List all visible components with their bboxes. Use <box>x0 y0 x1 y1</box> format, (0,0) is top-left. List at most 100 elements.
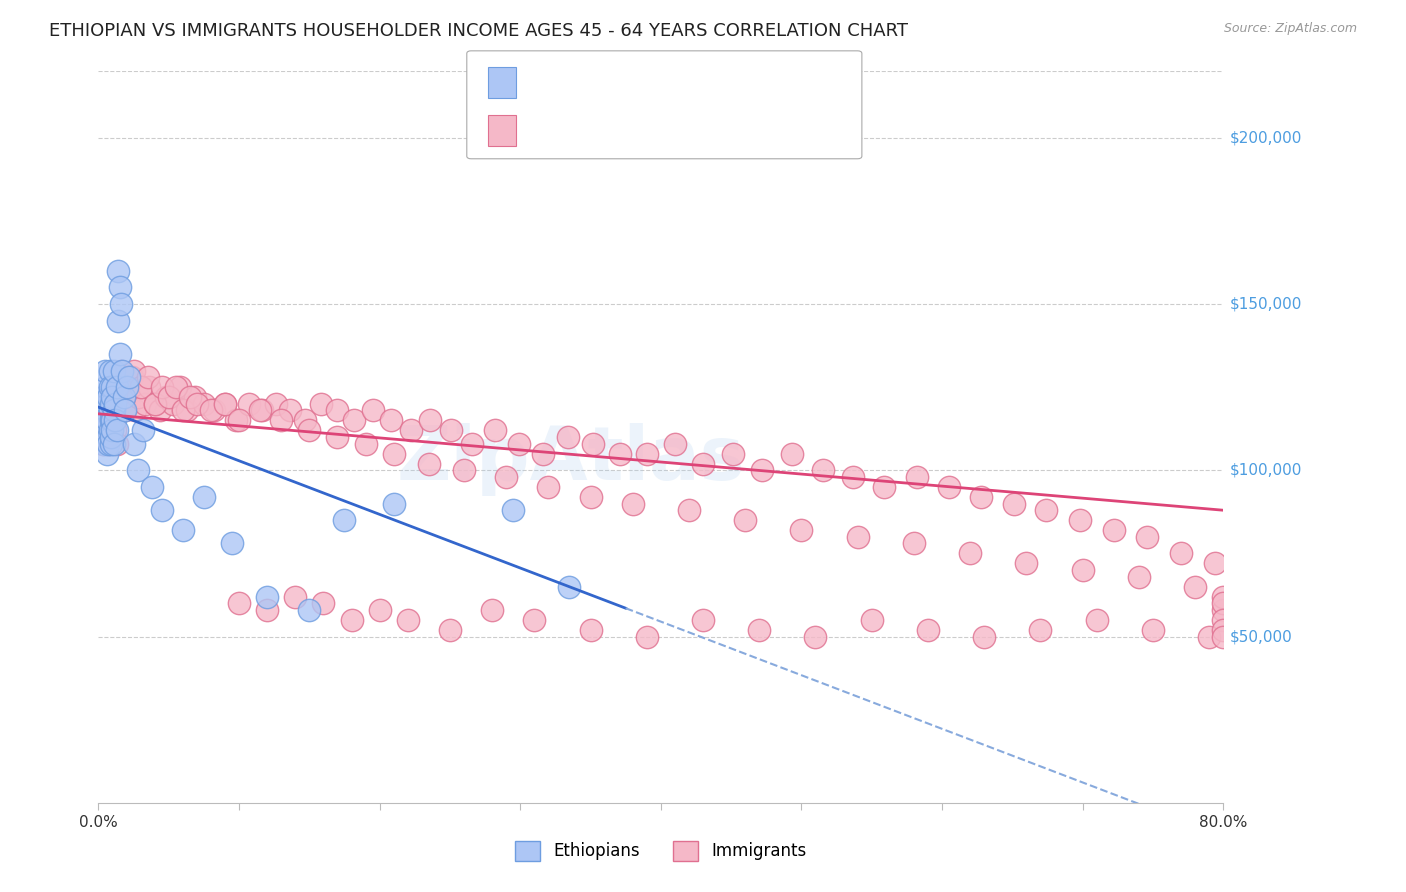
Point <box>104 424 127 438</box>
Point <box>184 390 207 404</box>
Point <box>256 590 278 604</box>
Point <box>104 413 127 427</box>
Point <box>107 264 129 278</box>
Point <box>382 447 405 461</box>
Point <box>298 603 321 617</box>
Text: -0.451: -0.451 <box>561 123 616 138</box>
Point <box>110 297 132 311</box>
Point <box>105 424 128 438</box>
Point <box>122 436 145 450</box>
Point <box>1015 557 1038 571</box>
Text: $50,000: $50,000 <box>1230 629 1292 644</box>
Point <box>100 424 122 438</box>
Point <box>678 503 700 517</box>
Text: $100,000: $100,000 <box>1230 463 1302 478</box>
Point <box>453 463 475 477</box>
Point <box>1212 630 1234 644</box>
Point <box>96 447 118 461</box>
Point <box>138 380 160 394</box>
Point <box>97 430 120 444</box>
Point <box>1136 530 1159 544</box>
Point <box>100 397 122 411</box>
Point <box>1071 563 1094 577</box>
Point <box>264 397 287 411</box>
Point <box>938 480 960 494</box>
Point <box>692 457 714 471</box>
Point <box>94 380 117 394</box>
Point <box>118 397 141 411</box>
Point <box>368 603 391 617</box>
Text: Source: ZipAtlas.com: Source: ZipAtlas.com <box>1223 22 1357 36</box>
Point <box>172 523 194 537</box>
Text: -0.293: -0.293 <box>561 75 616 90</box>
Point <box>103 380 125 394</box>
Point <box>249 403 271 417</box>
Point <box>101 424 124 438</box>
Point <box>508 436 530 450</box>
Text: ETHIOPIAN VS IMMIGRANTS HOUSEHOLDER INCOME AGES 45 - 64 YEARS CORRELATION CHART: ETHIOPIAN VS IMMIGRANTS HOUSEHOLDER INCO… <box>49 22 908 40</box>
Point <box>172 403 194 417</box>
Text: N =: N = <box>633 75 666 90</box>
Point <box>557 430 579 444</box>
Point <box>93 424 115 438</box>
Point <box>90 397 112 411</box>
Point <box>804 630 827 644</box>
Point <box>396 613 419 627</box>
Point <box>537 480 560 494</box>
Point <box>127 463 149 477</box>
Point <box>418 457 440 471</box>
Point <box>193 397 215 411</box>
Point <box>609 447 631 461</box>
Point <box>1212 596 1234 610</box>
Point <box>228 413 250 427</box>
Point <box>96 430 118 444</box>
Point <box>93 403 115 417</box>
Text: 146: 146 <box>665 123 697 138</box>
Point <box>343 413 366 427</box>
Point <box>103 363 125 377</box>
Text: R =: R = <box>527 75 561 90</box>
Point <box>256 603 278 617</box>
Point <box>107 314 129 328</box>
Point <box>96 413 118 427</box>
Point <box>228 596 250 610</box>
Point <box>340 613 363 627</box>
Point <box>461 436 484 450</box>
Point <box>101 430 124 444</box>
Point <box>193 490 215 504</box>
Text: ZipAtlas: ZipAtlas <box>396 423 745 496</box>
Point <box>1212 590 1234 604</box>
Point <box>94 420 117 434</box>
Point <box>112 390 135 404</box>
Point <box>108 380 131 394</box>
Point <box>811 463 834 477</box>
Point <box>114 403 136 417</box>
Point <box>721 447 744 461</box>
Point <box>129 380 152 394</box>
Point <box>108 280 131 294</box>
Point <box>278 403 301 417</box>
Text: $150,000: $150,000 <box>1230 297 1302 311</box>
Point <box>1035 503 1057 517</box>
Point <box>294 413 316 427</box>
Point <box>108 347 131 361</box>
Point <box>150 380 173 394</box>
Point <box>105 380 128 394</box>
Point <box>531 447 554 461</box>
Point <box>790 523 813 537</box>
Point <box>134 397 156 411</box>
Point <box>636 630 658 644</box>
Point <box>312 596 335 610</box>
Point <box>202 403 225 417</box>
Point <box>127 390 149 404</box>
Point <box>238 397 260 411</box>
Point <box>214 397 236 411</box>
Point <box>100 413 122 427</box>
Point <box>122 363 145 377</box>
Point <box>582 436 605 450</box>
Point <box>100 436 122 450</box>
Point <box>149 403 172 417</box>
Point <box>523 613 546 627</box>
Point <box>399 424 422 438</box>
Point <box>104 397 127 411</box>
